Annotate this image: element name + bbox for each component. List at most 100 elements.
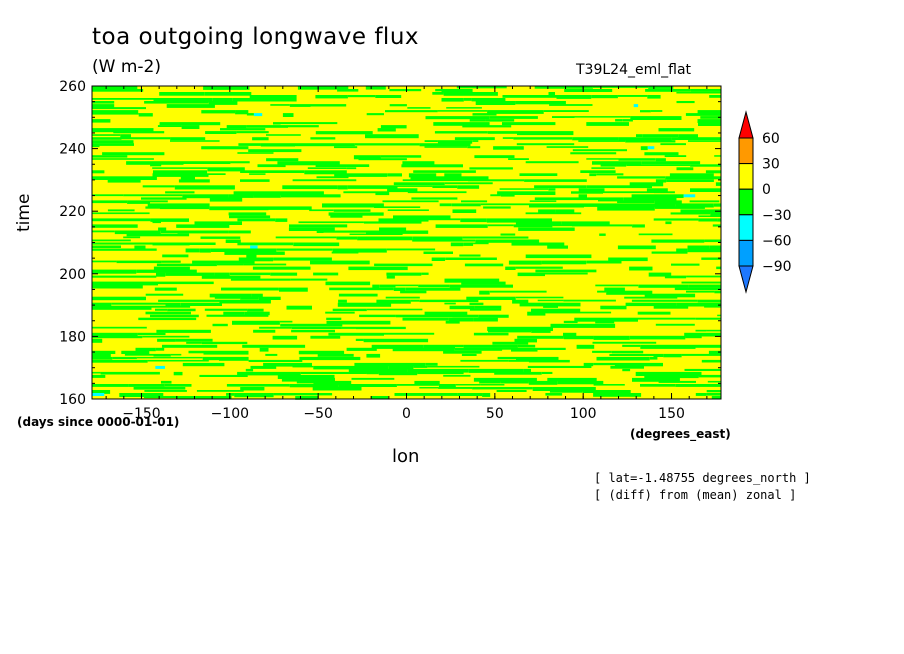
- heatmap-cell: [500, 194, 515, 197]
- heatmap-cell: [597, 290, 607, 293]
- heatmap-cell: [92, 110, 139, 114]
- heatmap-cell: [494, 371, 542, 375]
- heatmap-cell: [209, 206, 269, 211]
- heatmap-cell: [208, 101, 238, 105]
- heatmap-cell: [525, 161, 579, 164]
- heatmap-cell: [608, 257, 648, 262]
- heatmap-cell: [527, 365, 592, 368]
- heatmap-cell: [681, 281, 721, 284]
- heatmap-cell: [376, 299, 411, 304]
- heatmap-cell: [92, 137, 122, 140]
- x-tick-label: 150: [658, 406, 685, 422]
- heatmap-cell: [511, 242, 565, 246]
- heatmap-cell: [635, 371, 702, 376]
- heatmap-cell: [444, 302, 456, 305]
- heatmap-cell: [393, 287, 406, 291]
- heatmap-cell: [156, 329, 211, 333]
- heatmap-cell: [441, 89, 473, 93]
- heatmap-cell: [617, 176, 666, 179]
- heatmap-cell: [374, 206, 421, 208]
- heatmap-cell: [379, 227, 407, 232]
- heatmap-cell: [237, 152, 274, 154]
- heatmap-cell: [127, 200, 150, 204]
- heatmap-cell: [165, 272, 215, 276]
- heatmap-cell: [246, 125, 288, 128]
- heatmap-cell: [92, 371, 101, 374]
- heatmap-cell: [194, 221, 242, 225]
- heatmap-cell: [517, 131, 574, 136]
- heatmap-cell: [273, 122, 281, 125]
- heatmap-cell: [145, 311, 191, 315]
- heatmap-cell: [220, 128, 266, 131]
- heatmap-cell: [461, 281, 506, 285]
- heatmap-cell: [545, 393, 563, 396]
- heatmap-cell: [630, 116, 682, 120]
- heatmap-cell: [300, 371, 367, 374]
- heatmap-cell: [675, 384, 721, 387]
- heatmap-cell: [153, 170, 208, 174]
- y-axis-units: (days since 0000-01-01): [17, 415, 180, 429]
- heatmap-cell: [180, 302, 222, 306]
- heatmap-cell: [147, 359, 209, 362]
- heatmap-cell: [456, 86, 507, 89]
- heatmap-cell: [424, 311, 468, 316]
- heatmap-cell: [240, 170, 305, 173]
- heatmap-cell: [202, 356, 219, 361]
- heatmap-cell: [150, 314, 199, 318]
- heatmap-cell: [237, 242, 294, 246]
- heatmap-cell: [240, 179, 270, 182]
- heatmap-cell: [606, 290, 653, 295]
- heatmap-cell: [469, 302, 484, 306]
- x-tick-label: 50: [486, 406, 504, 422]
- heatmap-cell: [120, 134, 131, 138]
- heatmap-cell: [713, 203, 721, 207]
- heatmap-cell: [402, 317, 449, 321]
- heatmap-cell: [449, 284, 513, 288]
- heatmap-cell: [550, 323, 616, 328]
- heatmap-cell: [519, 173, 558, 176]
- heatmap-cell: [289, 224, 348, 228]
- heatmap-cell: [153, 353, 171, 357]
- heatmap-cell: [150, 218, 189, 222]
- heatmap-cell: [240, 296, 259, 300]
- heatmap-cell: [244, 311, 270, 316]
- colorbar-label: 30: [762, 157, 780, 173]
- heatmap-cell: [338, 293, 378, 297]
- y-tick-label: 260: [59, 79, 86, 95]
- heatmap-cell: [386, 248, 436, 251]
- heatmap-cell: [690, 164, 721, 167]
- heatmap-cell: [216, 263, 244, 266]
- heatmap-cell: [665, 176, 721, 180]
- heatmap-cell: [358, 158, 407, 161]
- heatmap-cell: [445, 320, 460, 324]
- heatmap-cell: [203, 350, 249, 355]
- heatmap-cell: [337, 89, 359, 92]
- heatmap-cell: [460, 359, 509, 362]
- heatmap-cell: [473, 317, 498, 322]
- heatmap-cell: [358, 365, 389, 370]
- heatmap-cell: [624, 296, 678, 299]
- heatmap-cell: [572, 224, 633, 227]
- heatmap-cell: [664, 275, 687, 279]
- heatmap-cell: [644, 293, 696, 298]
- heatmap-cell: [419, 143, 471, 147]
- heatmap-cell: [138, 317, 197, 321]
- y-tick-label: 220: [59, 204, 86, 220]
- heatmap-cell: [500, 233, 516, 236]
- heatmap-cell: [582, 390, 631, 393]
- heatmap-cell: [389, 89, 422, 92]
- heatmap-cell: [586, 122, 629, 126]
- heatmap-cell: [343, 191, 376, 194]
- heatmap-cell: [348, 95, 376, 98]
- heatmap-cell: [525, 254, 592, 259]
- heatmap-cell: [479, 380, 501, 384]
- heatmap-cell: [178, 179, 210, 183]
- heatmap-cell: [455, 384, 481, 386]
- heatmap-cell: [460, 218, 487, 223]
- heatmap-cell: [277, 374, 335, 379]
- heatmap-cell: [310, 335, 341, 339]
- heatmap-cell: [412, 239, 476, 242]
- heatmap-cell: [334, 146, 358, 149]
- heatmap-cell: [366, 113, 384, 116]
- run-name: T39L24_eml_flat: [576, 62, 692, 78]
